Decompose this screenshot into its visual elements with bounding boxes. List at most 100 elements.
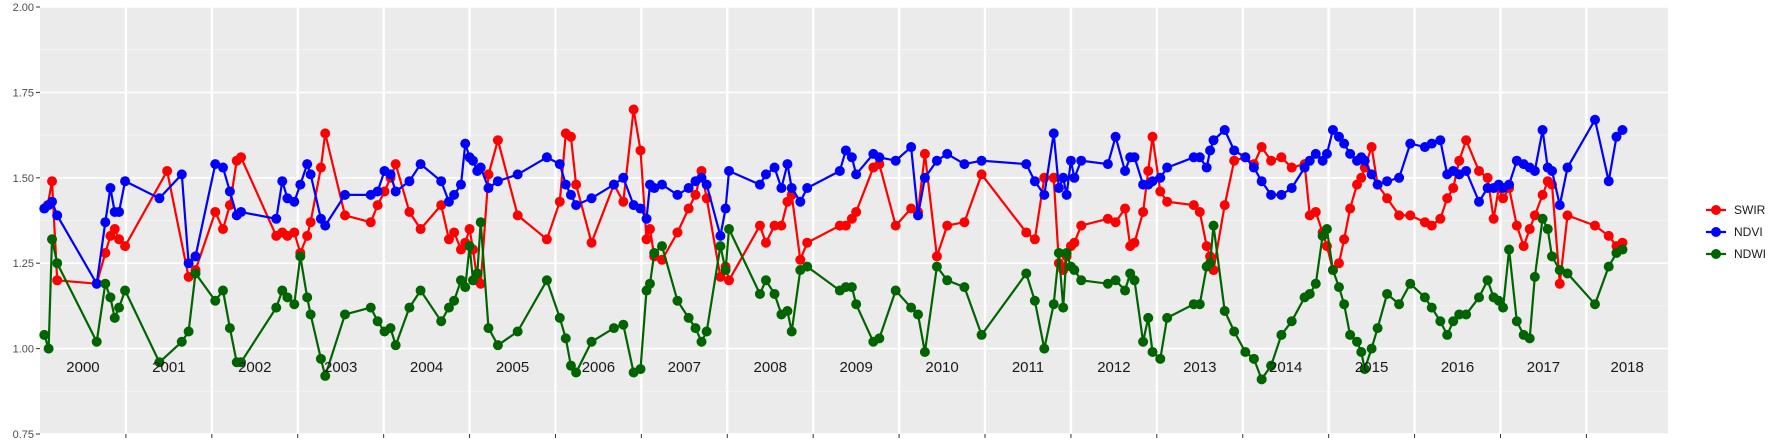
data-point (436, 200, 447, 211)
data-point (1304, 155, 1315, 166)
data-point (754, 179, 765, 190)
data-point (512, 169, 523, 180)
data-point (1529, 271, 1540, 282)
data-point (236, 152, 247, 163)
data-point (1162, 312, 1173, 323)
year-label: 2002 (238, 359, 271, 376)
data-point (1276, 152, 1287, 163)
data-point (690, 323, 701, 334)
data-point (786, 183, 797, 194)
data-point (1382, 193, 1393, 204)
data-point (277, 285, 288, 296)
data-point (1333, 131, 1344, 142)
data-point (1394, 210, 1405, 221)
y-tick-label: 1.00 (13, 344, 34, 356)
data-point (1286, 162, 1297, 173)
year-label: 2004 (410, 359, 443, 376)
data-point (802, 237, 813, 248)
data-point (672, 295, 683, 306)
data-point (628, 104, 639, 115)
data-point (1299, 162, 1310, 173)
data-point (1359, 155, 1370, 166)
data-point (404, 302, 415, 313)
year-label: 2017 (1527, 359, 1560, 376)
data-point (365, 302, 376, 313)
data-point (1617, 244, 1628, 255)
year-label: 2016 (1441, 359, 1474, 376)
data-point (641, 234, 652, 245)
data-point (795, 254, 806, 265)
data-point (217, 162, 228, 173)
data-point (1276, 329, 1287, 340)
data-point (114, 206, 125, 217)
data-point (1454, 155, 1465, 166)
data-point (1201, 241, 1212, 252)
data-point (959, 159, 970, 170)
data-point (483, 169, 494, 180)
data-point (851, 169, 862, 180)
data-point (890, 155, 901, 166)
data-point (1048, 172, 1059, 183)
legend-label: NDWI (1734, 247, 1766, 261)
data-point (295, 251, 306, 262)
data-point (1589, 299, 1600, 310)
data-point (942, 148, 953, 159)
data-point (339, 189, 350, 200)
data-point (210, 295, 221, 306)
data-point (1194, 152, 1205, 163)
data-point (404, 176, 415, 187)
data-point (890, 220, 901, 231)
data-point (1359, 364, 1370, 375)
data-point (1589, 114, 1600, 125)
data-point (586, 336, 597, 347)
data-point (565, 131, 576, 142)
data-point (1143, 165, 1154, 176)
axis-layer: 0.75 1.00 1.25 1.50 1.75 2.00 2000 2001 2002 2003… (13, 2, 1644, 441)
data-point (1276, 189, 1287, 200)
data-point (1524, 333, 1535, 344)
data-point (720, 203, 731, 214)
data-point (1352, 336, 1363, 347)
year-label: 2013 (1183, 359, 1216, 376)
data-point (1473, 165, 1484, 176)
series-line (46, 108, 1624, 285)
data-point (919, 172, 930, 183)
data-point (571, 367, 582, 378)
data-point (1039, 343, 1050, 354)
data-point (1461, 135, 1472, 146)
data-point (1102, 159, 1113, 170)
data-point (1448, 183, 1459, 194)
data-point (1256, 176, 1267, 187)
data-point (776, 183, 787, 194)
data-point (271, 213, 282, 224)
data-point (1473, 196, 1484, 207)
data-point (1504, 244, 1515, 255)
data-point (635, 203, 646, 214)
y-tick-label: 1.75 (13, 87, 34, 99)
data-point (1435, 213, 1446, 224)
data-point (851, 299, 862, 310)
data-point (436, 316, 447, 327)
data-point (277, 176, 288, 187)
data-point (1304, 288, 1315, 299)
data-point (1229, 155, 1240, 166)
data-point (1554, 278, 1565, 289)
data-point (754, 288, 765, 299)
data-point (339, 309, 350, 320)
data-point (1138, 206, 1149, 217)
data-point (959, 282, 970, 293)
data-point (1382, 288, 1393, 299)
data-point (443, 234, 454, 245)
data-point (649, 247, 660, 258)
data-point (1155, 186, 1166, 197)
data-point (840, 220, 851, 231)
data-point (1611, 131, 1622, 142)
data-point (1248, 353, 1259, 364)
data-point (1333, 282, 1344, 293)
data-point (1321, 224, 1332, 235)
data-point (47, 176, 58, 187)
data-point (586, 193, 597, 204)
data-point (1498, 193, 1509, 204)
data-point (560, 179, 571, 190)
